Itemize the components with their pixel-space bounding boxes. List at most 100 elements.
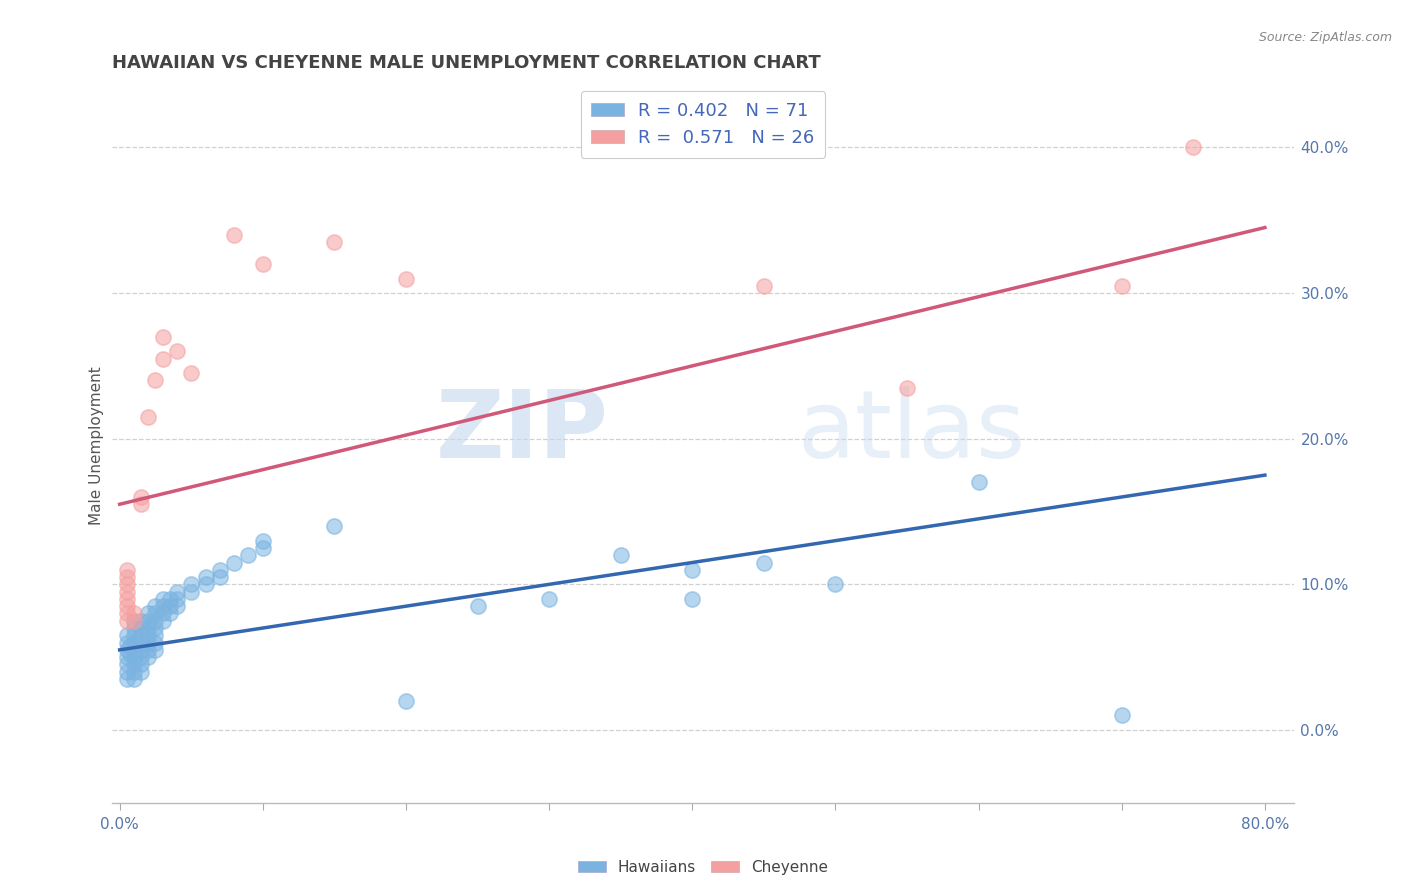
Point [159, 591, 181, 606]
Point [967, 475, 990, 490]
Point [467, 599, 489, 614]
Point [208, 570, 231, 584]
Point [166, 591, 188, 606]
Point [252, 541, 274, 555]
Point [122, 635, 145, 649]
Point [122, 657, 145, 672]
Point [115, 584, 138, 599]
Point [136, 635, 159, 649]
Point [1182, 140, 1205, 154]
Point [180, 366, 202, 380]
Point [238, 548, 260, 562]
Point [115, 657, 138, 672]
Point [115, 563, 138, 577]
Text: HAWAIIAN VS CHEYENNE MALE UNEMPLOYMENT CORRELATION CHART: HAWAIIAN VS CHEYENNE MALE UNEMPLOYMENT C… [112, 54, 821, 72]
Point [115, 672, 138, 686]
Text: ZIP: ZIP [436, 385, 609, 478]
Point [129, 497, 152, 511]
Point [145, 628, 167, 642]
Point [152, 607, 174, 621]
Point [122, 614, 145, 628]
Point [136, 628, 159, 642]
Point [180, 577, 202, 591]
Point [129, 490, 152, 504]
Text: atlas: atlas [797, 385, 1026, 478]
Point [136, 607, 159, 621]
Point [194, 577, 217, 591]
Point [896, 381, 918, 395]
Point [152, 351, 174, 366]
Point [1111, 708, 1133, 723]
Point [323, 519, 346, 533]
Point [152, 330, 174, 344]
Point [145, 374, 167, 388]
Point [224, 227, 246, 242]
Point [122, 621, 145, 635]
Point [145, 614, 167, 628]
Point [752, 556, 775, 570]
Point [129, 650, 152, 665]
Point [136, 650, 159, 665]
Point [122, 607, 145, 621]
Point [129, 621, 152, 635]
Point [152, 614, 174, 628]
Point [115, 570, 138, 584]
Point [136, 643, 159, 657]
Point [752, 278, 775, 293]
Point [129, 635, 152, 649]
Point [1111, 278, 1133, 293]
Point [122, 628, 145, 642]
Point [208, 563, 231, 577]
Point [152, 599, 174, 614]
Point [122, 672, 145, 686]
Y-axis label: Male Unemployment: Male Unemployment [89, 367, 104, 525]
Point [681, 591, 703, 606]
Point [129, 643, 152, 657]
Point [115, 614, 138, 628]
Point [152, 591, 174, 606]
Point [118, 639, 141, 653]
Point [323, 235, 346, 249]
Point [129, 665, 152, 679]
Point [145, 621, 167, 635]
Point [145, 599, 167, 614]
Point [538, 591, 561, 606]
Point [129, 614, 152, 628]
Point [115, 643, 138, 657]
Point [609, 548, 631, 562]
Point [824, 577, 846, 591]
Point [115, 599, 138, 614]
Point [166, 584, 188, 599]
Point [115, 628, 138, 642]
Point [129, 628, 152, 642]
Point [159, 599, 181, 614]
Point [145, 643, 167, 657]
Legend: Hawaiians, Cheyenne: Hawaiians, Cheyenne [572, 854, 834, 880]
Point [122, 614, 145, 628]
Point [122, 665, 145, 679]
Point [129, 657, 152, 672]
Text: Source: ZipAtlas.com: Source: ZipAtlas.com [1258, 31, 1392, 45]
Point [395, 694, 418, 708]
Point [145, 635, 167, 649]
Point [224, 556, 246, 570]
Point [136, 409, 159, 424]
Point [136, 621, 159, 635]
Point [118, 647, 141, 661]
Point [166, 344, 188, 359]
Point [115, 665, 138, 679]
Point [122, 643, 145, 657]
Point [166, 599, 188, 614]
Point [145, 607, 167, 621]
Point [122, 650, 145, 665]
Point [180, 584, 202, 599]
Point [115, 650, 138, 665]
Point [115, 577, 138, 591]
Point [252, 257, 274, 271]
Point [159, 607, 181, 621]
Point [115, 635, 138, 649]
Point [115, 607, 138, 621]
Point [681, 563, 703, 577]
Point [395, 271, 418, 285]
Point [136, 614, 159, 628]
